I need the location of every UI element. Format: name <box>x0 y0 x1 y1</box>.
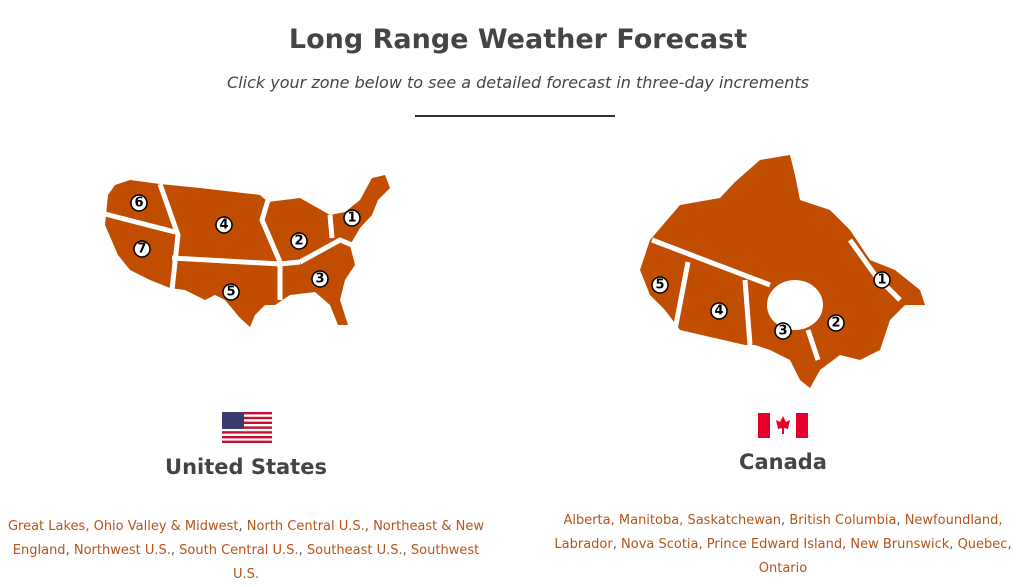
zone-link[interactable]: Ontario <box>758 561 808 576</box>
zone-circle[interactable] <box>130 194 148 212</box>
zone-marker[interactable]: 2 <box>827 314 845 332</box>
zone-border <box>259 199 283 263</box>
country-name: Canada <box>739 450 827 474</box>
maps: 1 2 3 4 5 6 7 1 2 3 4 5 <box>104 155 925 443</box>
zone-link[interactable]: Newfoundland, Labrador <box>554 513 1003 552</box>
zone-marker[interactable]: 6 <box>130 194 148 212</box>
zone-marker[interactable]: 1 <box>343 209 361 227</box>
zone-circle[interactable] <box>827 314 845 332</box>
us-map[interactable] <box>104 175 390 327</box>
separator: , <box>170 543 176 558</box>
us-flag <box>222 412 272 443</box>
zone-link[interactable]: North Central U.S. <box>246 519 365 534</box>
canada-map[interactable] <box>640 155 925 388</box>
page: Long Range Weather Forecast Click your z… <box>7 24 1012 582</box>
zone-number[interactable]: 5 <box>655 278 664 293</box>
zone-circle[interactable] <box>290 232 308 250</box>
zone-circle[interactable] <box>133 240 151 258</box>
zone-circle[interactable] <box>311 270 329 288</box>
zone-marker[interactable]: 4 <box>215 216 233 234</box>
page-title: Long Range Weather Forecast <box>288 24 748 55</box>
zone-border <box>157 183 181 291</box>
zone-link[interactable]: British Columbia <box>789 513 897 528</box>
zone-border <box>651 237 771 288</box>
zone-marker[interactable]: 4 <box>710 302 728 320</box>
separator: , <box>896 513 901 528</box>
zone-link[interactable]: Great Lakes, Ohio Valley & Midwest <box>7 519 239 534</box>
zone-border <box>298 237 353 265</box>
zone-marker[interactable]: 3 <box>311 270 329 288</box>
separator: , <box>1007 537 1012 552</box>
zone-border <box>805 329 821 361</box>
divider <box>415 115 615 117</box>
zone-link[interactable]: Nova Scotia, Prince Edward Island, New B… <box>621 537 950 552</box>
zone-circle[interactable] <box>222 283 240 301</box>
zone-circle[interactable] <box>873 271 891 289</box>
zone-links: Great Lakes, Ohio Valley & Midwest, Nort… <box>5 515 487 587</box>
country-name: United States <box>165 455 327 479</box>
separator: , <box>402 543 407 558</box>
zone-marker[interactable]: 2 <box>290 232 308 250</box>
hudson-bay <box>767 280 823 330</box>
separator: , <box>65 543 70 558</box>
zone-border <box>672 261 691 331</box>
zone-border <box>104 211 176 235</box>
zone-marker[interactable]: 3 <box>774 322 792 340</box>
zone-number[interactable]: 2 <box>831 316 840 331</box>
zone-circle[interactable] <box>651 276 669 294</box>
separator: , <box>781 513 786 528</box>
zone-marker[interactable]: 7 <box>133 240 151 258</box>
zone-circle[interactable] <box>215 216 233 234</box>
zone-number[interactable]: 4 <box>219 218 228 233</box>
zone-number[interactable]: 5 <box>226 285 235 300</box>
zone-border <box>327 214 335 239</box>
zone-link[interactable]: Quebec <box>957 537 1008 552</box>
separator: , <box>298 543 303 558</box>
zone-circle[interactable] <box>774 322 792 340</box>
separator: , <box>949 537 954 552</box>
zone-number[interactable]: 1 <box>877 273 886 288</box>
zone-marker[interactable]: 5 <box>651 276 669 294</box>
zone-number[interactable]: 7 <box>137 242 146 257</box>
zone-border <box>742 279 753 346</box>
zone-link[interactable]: Alberta, Manitoba, Saskatchewan <box>563 513 782 528</box>
zone-number[interactable]: 3 <box>315 272 324 287</box>
subtitle: Click your zone below to see a detailed … <box>227 73 809 92</box>
zone-link[interactable]: Northeast & New England <box>12 519 485 558</box>
canada-flag <box>758 413 808 438</box>
zone-number[interactable]: 1 <box>347 211 356 226</box>
zone-link[interactable]: South Central U.S. <box>179 543 299 558</box>
canada-shape[interactable] <box>640 155 925 388</box>
zone-number[interactable]: 6 <box>134 196 143 211</box>
zone-number[interactable]: 4 <box>714 304 723 319</box>
zone-links: Alberta, Manitoba, Saskatchewan, British… <box>535 509 1031 581</box>
zone-marker[interactable]: 5 <box>222 283 240 301</box>
zone-circle[interactable] <box>343 209 361 227</box>
zone-link[interactable]: Northwest U.S. <box>73 543 171 558</box>
separator: , <box>612 537 617 552</box>
separator: , <box>238 519 243 534</box>
zone-number[interactable]: 2 <box>294 234 303 249</box>
zone-circle[interactable] <box>710 302 728 320</box>
separator: , <box>364 519 369 534</box>
us-shape[interactable] <box>105 175 390 327</box>
zone-marker[interactable]: 1 <box>873 271 891 289</box>
zone-number[interactable]: 3 <box>778 324 787 339</box>
zone-link[interactable]: Southeast U.S. <box>306 543 403 558</box>
